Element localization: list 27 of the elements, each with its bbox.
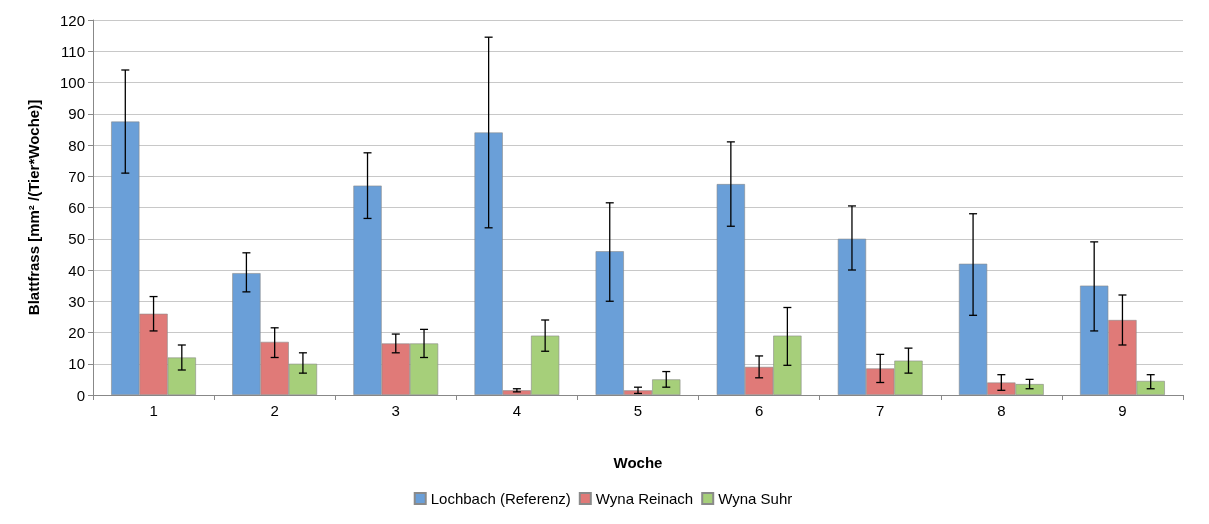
y-tick-label: 60 — [68, 199, 85, 216]
y-tick-label: 40 — [68, 261, 85, 279]
y-tick-label: 10 — [68, 355, 85, 373]
y-tick-label: 30 — [68, 292, 85, 310]
y-tick-label: 120 — [59, 11, 85, 29]
x-tick-label: 4 — [512, 402, 522, 419]
x-tick-label: 3 — [391, 402, 400, 419]
x-tick-label: 2 — [270, 402, 279, 419]
x-tick-label: 9 — [1118, 402, 1127, 419]
y-tick-label: 80 — [68, 136, 85, 154]
x-tick-label: 8 — [997, 402, 1006, 419]
x-tick-label: 6 — [754, 402, 764, 419]
y-tick-label: 0 — [76, 386, 85, 404]
y-tick-label: 90 — [68, 105, 85, 123]
y-tick-label: 50 — [68, 230, 85, 248]
x-tick-label: 7 — [876, 402, 885, 419]
y-axis-title: Blattfrass [mm² /(Tier*Woche)] — [25, 99, 42, 316]
legend-label: Wyna Suhr — [718, 490, 793, 507]
y-tick-label: 70 — [68, 167, 85, 185]
y-tick-label: 100 — [59, 74, 85, 91]
y-tick-label: 20 — [68, 324, 85, 341]
legend-label: Wyna Reinach — [595, 490, 694, 507]
x-tick-label: 5 — [633, 402, 643, 419]
y-tick-label: 110 — [61, 42, 85, 60]
x-axis-title: Woche — [613, 454, 663, 471]
legend-label: Lochbach (Referenz) — [430, 490, 571, 507]
x-tick-label: 1 — [149, 402, 158, 419]
